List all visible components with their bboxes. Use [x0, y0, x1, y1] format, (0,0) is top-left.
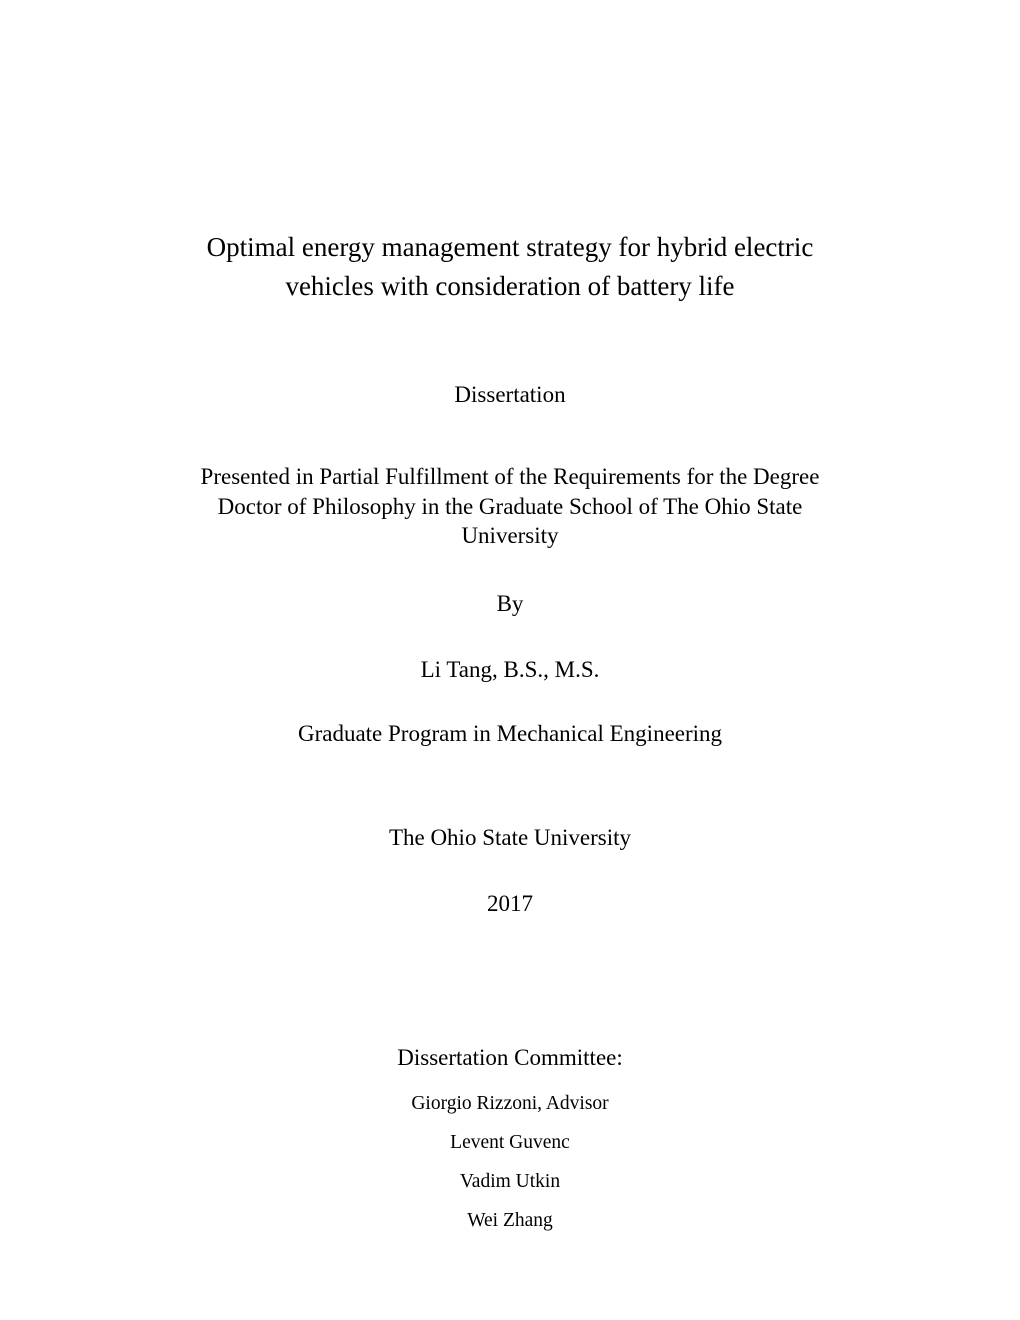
document-type: Dissertation [175, 382, 845, 408]
dissertation-title: Optimal energy management strategy for h… [175, 228, 845, 306]
author-name: Li Tang, B.S., M.S. [175, 657, 845, 683]
year: 2017 [175, 891, 845, 917]
committee-member: Giorgio Rizzoni, Advisor [175, 1093, 845, 1115]
university-name: The Ohio State University [175, 825, 845, 851]
fulfillment-statement: Presented in Partial Fulfillment of the … [175, 462, 845, 550]
by-label: By [175, 591, 845, 617]
committee-member: Vadim Utkin [175, 1171, 845, 1193]
committee-member: Wei Zhang [175, 1210, 845, 1232]
title-page: Optimal energy management strategy for h… [0, 0, 1020, 1232]
committee-member: Levent Guvenc [175, 1132, 845, 1154]
committee-heading: Dissertation Committee: [175, 1045, 845, 1071]
graduate-program: Graduate Program in Mechanical Engineeri… [175, 721, 845, 747]
